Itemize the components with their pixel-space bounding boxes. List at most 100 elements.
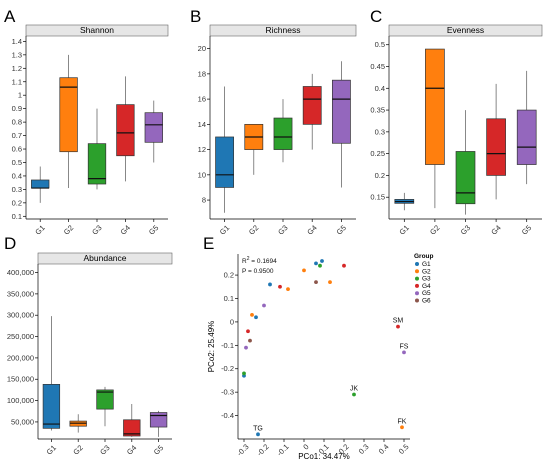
y-axis-title: PCo2: 25.49% — [207, 321, 216, 373]
y-tick-label: -0.3 — [221, 388, 234, 397]
box-g5 — [331, 79, 351, 144]
y-tick-label: 0.9 — [12, 104, 22, 113]
y-tick-label: -0.4 — [221, 411, 234, 420]
y-tick-label: 50,000 — [11, 417, 34, 426]
x-tick-label: G4 — [489, 223, 502, 236]
y-tick-label: 0.2 — [375, 171, 385, 180]
point-g5 — [262, 303, 266, 308]
y-tick-label: 16 — [198, 95, 206, 104]
box-g5 — [516, 109, 537, 165]
x-tick-label: 0.5 — [397, 442, 411, 456]
y-tick-label: 1.4 — [12, 37, 22, 46]
legend-swatch-g4 — [415, 283, 419, 288]
y-tick-label: 0.45 — [370, 62, 385, 71]
legend-swatch-g5 — [415, 291, 419, 296]
box-g3 — [455, 151, 476, 205]
point-g1 — [314, 261, 318, 266]
box-g4 — [123, 419, 141, 437]
x-tick-label: G2 — [247, 223, 260, 236]
legend-title: Group — [414, 253, 434, 260]
panel-title-d: Abundance — [83, 253, 126, 263]
y-tick-label: 0.15 — [370, 193, 385, 202]
point-g3 — [318, 263, 322, 268]
box-g3 — [87, 143, 107, 185]
box-g2 — [425, 48, 445, 165]
y-tick-label: 250,000 — [7, 332, 34, 341]
y-tick-label: 200,000 — [7, 353, 34, 362]
strip-b — [209, 24, 357, 37]
y-tick-label: 0.4 — [12, 171, 22, 180]
y-tick-label: 0.1 — [12, 212, 22, 221]
y-tick-label: -0.2 — [221, 364, 234, 373]
legend-label-g6: G6 — [422, 298, 431, 305]
y-tick-label: 0.8 — [12, 118, 22, 127]
y-tick-label: 1.3 — [12, 50, 22, 59]
panel-letter-d: D — [4, 234, 16, 253]
point-g5 — [402, 350, 406, 355]
y-tick-label: 0.2 — [224, 271, 234, 280]
y-tick-label: 14 — [198, 120, 206, 129]
y-tick-label: 150,000 — [7, 375, 34, 384]
legend-label-g5: G5 — [422, 290, 431, 297]
panel-letter-e: E — [203, 234, 214, 253]
point-g6 — [248, 338, 252, 343]
x-tick-label: 0 — [301, 442, 310, 451]
box-g5 — [144, 112, 163, 143]
legend-label-g4: G4 — [422, 283, 431, 290]
y-tick-label: 18 — [198, 69, 206, 78]
strip-c — [388, 24, 543, 37]
y-tick-label: 0.6 — [12, 145, 22, 154]
y-tick-label: 1.2 — [12, 64, 22, 73]
y-tick-label: 12 — [198, 145, 206, 154]
box-g5 — [149, 412, 168, 428]
x-tick-label: -0.3 — [235, 442, 251, 458]
panel-letter-c: C — [370, 7, 382, 26]
point-g1 — [320, 259, 324, 263]
point-label: JK — [350, 386, 359, 393]
x-tick-label: G2 — [71, 443, 84, 456]
y-tick-label: 0.35 — [370, 106, 385, 115]
x-tick-label: G3 — [90, 223, 103, 236]
point-g3 — [352, 392, 356, 397]
y-tick-label: 300,000 — [7, 311, 34, 320]
x-tick-label: G3 — [276, 223, 289, 236]
panel-title-b: Richness — [266, 25, 301, 35]
x-tick-label: G2 — [428, 223, 441, 236]
y-tick-label: 8 — [202, 196, 206, 205]
x-tick-label: G2 — [62, 223, 75, 236]
legend-label-g1: G1 — [422, 261, 431, 268]
x-tick-label: -0.2 — [255, 442, 271, 458]
y-tick-label: 0.5 — [375, 40, 385, 49]
x-tick-label: G1 — [33, 223, 46, 236]
y-tick-label: -0.1 — [221, 341, 234, 350]
x-tick-label: G1 — [397, 223, 410, 236]
y-tick-label: 0.3 — [375, 127, 385, 136]
x-tick-label: -0.1 — [275, 442, 291, 458]
y-tick-label: 0.7 — [12, 131, 22, 140]
box-g1 — [42, 384, 61, 429]
point-g4 — [396, 324, 400, 329]
point-g2 — [250, 312, 254, 317]
y-tick-label: 10 — [198, 170, 206, 179]
r-squared-text: R2 = 0.1694 — [242, 256, 277, 265]
x-tick-label: G4 — [305, 223, 318, 236]
y-tick-label: 0.1 — [224, 294, 234, 303]
x-tick-label: G1 — [45, 443, 58, 456]
legend-swatch-g3 — [415, 276, 419, 281]
box-g3 — [273, 117, 293, 150]
x-tick-label: G3 — [98, 443, 111, 456]
box-g2 — [59, 77, 78, 153]
strip-d — [37, 252, 173, 265]
x-tick-label: G1 — [218, 223, 231, 236]
y-tick-label: 0.3 — [12, 185, 22, 194]
y-tick-label: 350,000 — [7, 289, 34, 298]
y-tick-label: 20 — [198, 44, 206, 53]
point-g2 — [286, 287, 290, 292]
point-label: FS — [400, 343, 409, 350]
point-g2 — [400, 425, 404, 430]
point-g4 — [278, 284, 282, 289]
x-tick-label: G4 — [119, 223, 132, 236]
panel-title-a: Shannon — [80, 25, 114, 35]
y-tick-label: 0 — [230, 317, 234, 326]
